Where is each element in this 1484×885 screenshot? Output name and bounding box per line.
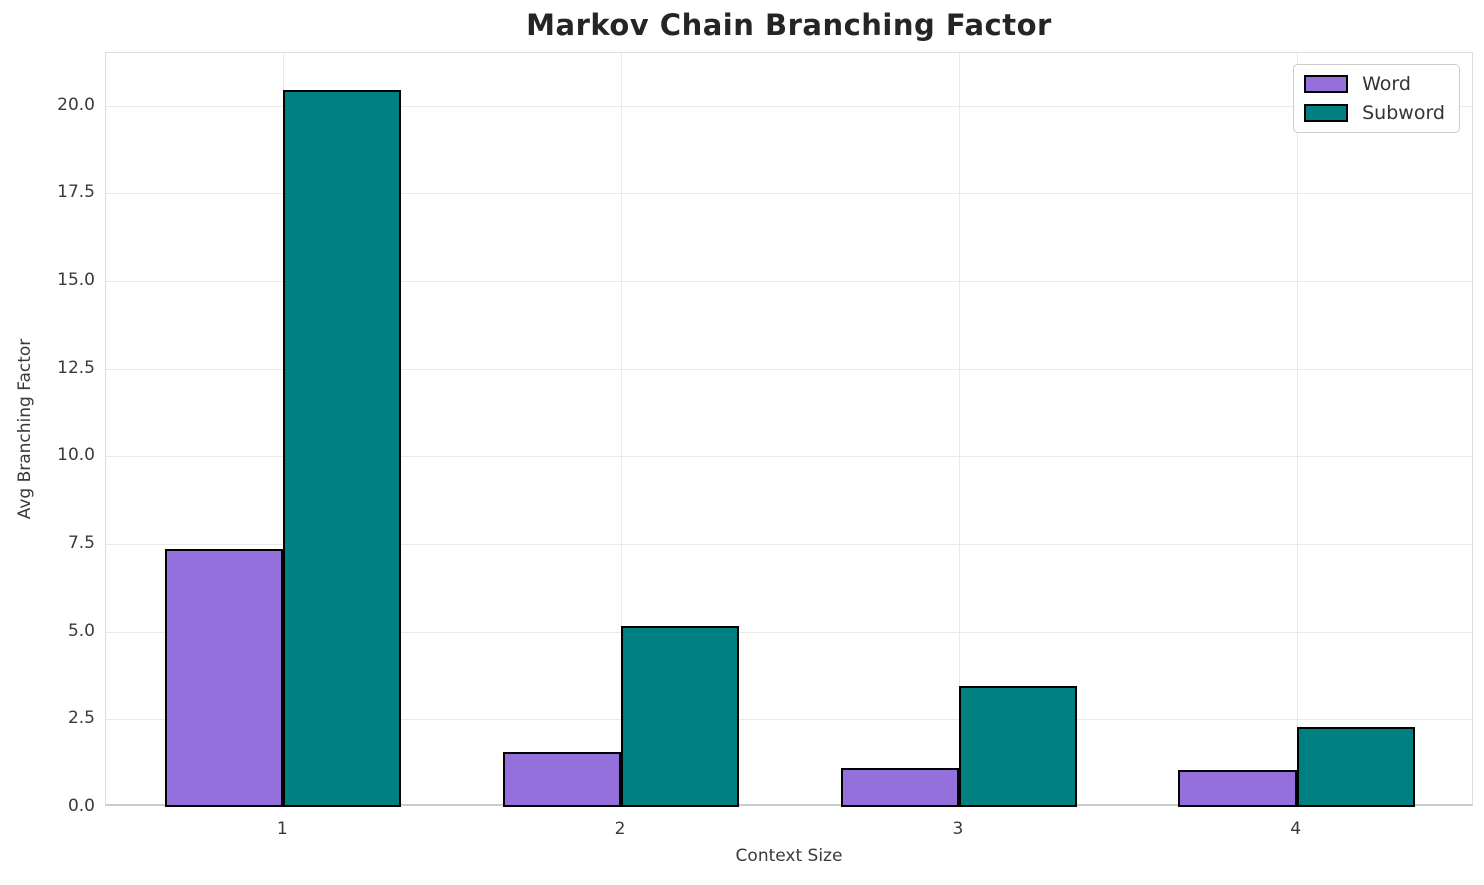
legend: Word Subword xyxy=(1293,64,1460,133)
gridline-vertical xyxy=(1296,53,1298,804)
bar-word-3 xyxy=(840,768,959,807)
legend-item-word: Word xyxy=(1304,73,1445,95)
y-tick-label: 20.0 xyxy=(57,94,95,115)
y-tick-label: 2.5 xyxy=(67,708,95,729)
legend-swatch-subword xyxy=(1304,104,1349,122)
legend-label-word: Word xyxy=(1362,73,1411,95)
x-tick-label: 4 xyxy=(1290,819,1302,839)
y-tick-label: 10.0 xyxy=(57,445,95,466)
x-tick-label: 1 xyxy=(276,819,288,839)
bar-word-1 xyxy=(165,549,284,807)
bar-word-2 xyxy=(502,751,622,807)
gridline-vertical xyxy=(621,53,623,804)
bar-subword-1 xyxy=(283,89,402,807)
x-tick-label: 3 xyxy=(952,819,964,839)
gridline-horizontal xyxy=(106,193,1472,195)
y-tick-label: 17.5 xyxy=(57,182,95,203)
chart-title: Markov Chain Branching Factor xyxy=(526,8,1052,42)
y-tick-label: 5.0 xyxy=(67,620,95,641)
gridline-horizontal xyxy=(106,719,1472,721)
legend-label-subword: Subword xyxy=(1362,102,1445,124)
bar-subword-4 xyxy=(1296,727,1415,807)
gridline-vertical xyxy=(958,53,960,804)
y-tick-label: 12.5 xyxy=(57,357,95,378)
bar-word-4 xyxy=(1178,770,1297,807)
gridline-horizontal xyxy=(106,631,1472,633)
y-tick-label: 0.0 xyxy=(67,796,95,816)
y-tick-label: 7.5 xyxy=(67,533,95,553)
bar-subword-3 xyxy=(958,686,1078,807)
plot-area: Word Subword xyxy=(105,52,1473,807)
gridline-horizontal xyxy=(106,456,1472,458)
x-tick-label: 2 xyxy=(614,819,626,839)
x-axis-label: Context Size xyxy=(735,846,843,866)
gridline-horizontal xyxy=(106,105,1472,107)
legend-swatch-word xyxy=(1304,75,1349,93)
gridline-horizontal xyxy=(106,544,1472,545)
bar-subword-2 xyxy=(621,625,740,807)
legend-item-subword: Subword xyxy=(1304,102,1445,124)
gridline-horizontal xyxy=(106,281,1472,282)
gridline-horizontal xyxy=(106,368,1472,370)
y-tick-label: 15.0 xyxy=(57,270,95,290)
